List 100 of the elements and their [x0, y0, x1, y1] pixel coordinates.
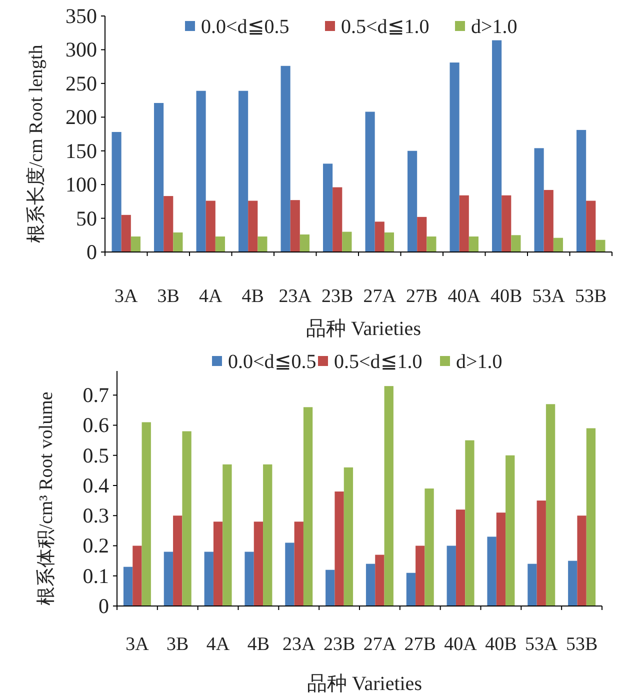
bar: [204, 552, 214, 606]
x-axis-title: 品种 Varieties: [307, 673, 422, 695]
bar: [303, 407, 313, 606]
y-tick-label: 0.3: [82, 504, 109, 528]
y-tick-label: 0.4: [82, 473, 110, 498]
y-tick-label: 0.2: [82, 534, 109, 558]
bar: [196, 90, 206, 252]
x-tick-label: 53A: [525, 634, 558, 655]
bar: [280, 66, 290, 252]
x-tick-label: 27B: [406, 286, 438, 307]
bar: [528, 564, 537, 606]
bar: [416, 546, 425, 606]
x-tick-label: 4A: [199, 286, 223, 307]
bar: [222, 464, 232, 606]
bar: [206, 200, 216, 252]
bar: [215, 236, 225, 252]
x-tick-label: 53B: [566, 634, 598, 655]
legend-label: 0.0<d≦0.5: [228, 351, 316, 373]
x-tick-label: 3B: [157, 286, 180, 307]
bar: [406, 572, 416, 606]
bar: [254, 522, 264, 606]
bar: [374, 222, 384, 252]
bar: [511, 235, 521, 252]
bar: [534, 148, 544, 252]
x-tick-label: 27A: [363, 634, 396, 655]
y-tick-label: 0.1: [82, 564, 109, 588]
bar: [596, 240, 606, 252]
bar: [365, 112, 375, 252]
bar: [173, 232, 183, 252]
y-tick-label: 250: [66, 71, 97, 96]
bar: [112, 132, 122, 252]
y-tick-label: 0.5: [82, 443, 109, 468]
x-tick-label: 40B: [490, 286, 522, 307]
x-tick-label: 23A: [282, 634, 316, 655]
bar: [446, 546, 456, 606]
bar: [506, 455, 515, 606]
y-tick-label: 0.6: [82, 413, 109, 438]
bar: [424, 488, 434, 606]
bar: [544, 190, 554, 252]
bar: [553, 238, 563, 252]
bar: [164, 552, 174, 606]
y-axis-title: 根系体积/cm³ Root volume: [36, 392, 57, 606]
y-tick-label: 0.7: [82, 383, 109, 408]
bar: [285, 542, 294, 606]
x-tick-label: 53A: [532, 286, 566, 307]
x-tick-label: 40A: [444, 634, 478, 655]
bar: [238, 90, 248, 252]
bar: [300, 234, 310, 252]
y-tick-label: 350: [66, 4, 97, 28]
y-tick-label: 300: [66, 38, 97, 62]
legend-label: d>1.0: [471, 16, 518, 38]
bar: [568, 560, 578, 606]
bar: [164, 196, 174, 252]
bar: [182, 431, 192, 606]
bar: [294, 522, 304, 606]
bar: [332, 187, 342, 252]
y-tick-label: 50: [76, 206, 97, 230]
x-axis-title: 品种 Varieties: [306, 318, 422, 340]
bar: [586, 200, 596, 252]
bar: [123, 566, 133, 606]
legend-label: 0.0<d≦0.5: [201, 16, 290, 38]
y-tick-label: 200: [66, 105, 97, 130]
bar: [173, 516, 182, 606]
bar: [536, 500, 546, 606]
y-tick-label: 0: [86, 240, 97, 264]
y-tick-label: 0: [98, 594, 109, 618]
bar: [546, 404, 556, 606]
bar: [326, 570, 335, 606]
legend-label: 0.5<d≦1.0: [334, 351, 422, 373]
bar: [487, 536, 496, 606]
legend-label: 0.5<d≦1.0: [341, 16, 430, 38]
x-tick-label: 4A: [206, 634, 230, 655]
bar: [154, 102, 164, 252]
bar: [465, 440, 474, 606]
bar: [384, 386, 394, 606]
bar: [142, 422, 151, 606]
bar: [130, 236, 140, 252]
bar: [450, 62, 460, 252]
x-tick-label: 27A: [363, 286, 396, 307]
x-tick-label: 23B: [322, 286, 354, 307]
x-tick-label: 23A: [278, 286, 312, 307]
bar: [586, 428, 596, 606]
bar: [334, 492, 344, 606]
y-axis-title: 根系长度/cm Root length: [25, 44, 47, 244]
bar: [213, 522, 223, 606]
bar: [366, 564, 376, 606]
y-tick-label: 150: [66, 138, 97, 163]
bar: [290, 200, 300, 252]
x-tick-label: 3A: [114, 286, 138, 307]
bar: [408, 150, 418, 252]
bar: [132, 546, 142, 606]
bar: [577, 516, 586, 606]
bar: [502, 195, 512, 252]
bar: [456, 510, 466, 606]
bar: [496, 512, 506, 606]
bar: [121, 214, 131, 252]
x-tick-label: 27B: [404, 634, 436, 655]
x-tick-label: 3A: [126, 634, 150, 655]
x-tick-label: 23B: [323, 634, 356, 655]
x-tick-label: 40A: [448, 286, 481, 307]
